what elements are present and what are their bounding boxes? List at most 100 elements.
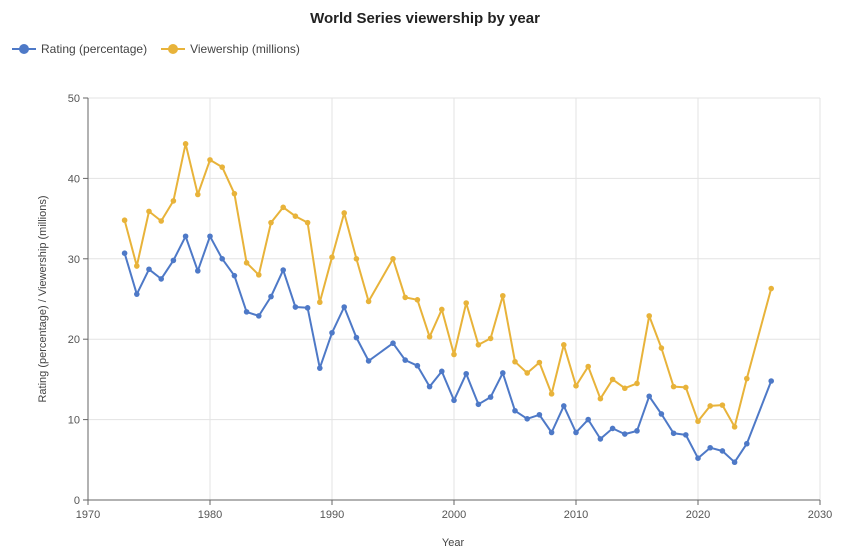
x-tick-label: 1980 (198, 509, 222, 521)
data-point (182, 233, 189, 240)
x-tick-label: 1990 (320, 509, 344, 521)
data-point (536, 411, 543, 418)
data-point (768, 378, 774, 384)
data-point (414, 362, 421, 369)
data-point (158, 218, 164, 224)
chart-legend: Rating (percentage) Viewership (millions… (12, 42, 300, 56)
data-point (268, 219, 274, 226)
data-point (512, 358, 518, 365)
data-point (451, 351, 457, 358)
data-point (231, 272, 238, 279)
data-point (182, 141, 189, 147)
data-point (134, 291, 140, 297)
data-point (304, 305, 311, 311)
data-point (121, 217, 128, 224)
data-point (463, 370, 470, 377)
data-point (439, 368, 445, 375)
data-point (707, 403, 713, 409)
x-tick-label: 2010 (564, 509, 588, 521)
y-tick-label: 10 (68, 415, 80, 427)
data-point (414, 297, 421, 303)
data-point (707, 444, 713, 451)
data-point (695, 455, 701, 461)
data-point (646, 313, 652, 319)
data-point (768, 285, 774, 292)
data-point (268, 293, 274, 300)
data-point (304, 219, 311, 226)
data-point (634, 380, 640, 387)
data-point (512, 407, 518, 414)
y-tick-label: 0 (74, 495, 80, 507)
data-point (365, 358, 372, 364)
data-point (536, 359, 543, 366)
data-point (353, 334, 360, 341)
data-point (231, 190, 238, 197)
data-point (500, 292, 506, 299)
legend-label-rating: Rating (percentage) (41, 42, 148, 56)
y-tick-label: 20 (68, 334, 80, 346)
data-point (634, 428, 640, 434)
data-point (719, 448, 726, 454)
legend-swatch-viewership (161, 43, 186, 55)
data-point (548, 429, 555, 436)
data-point (158, 276, 164, 282)
data-point (292, 304, 299, 310)
data-point (475, 401, 482, 408)
data-point (121, 250, 128, 256)
data-point (341, 304, 348, 310)
data-point (243, 309, 250, 315)
data-point (255, 313, 262, 319)
data-point (585, 416, 591, 423)
y-axis-label: Rating (percentage) / Viewership (millio… (37, 195, 49, 402)
series-line (123, 142, 773, 428)
data-point (317, 299, 323, 306)
data-point (207, 233, 213, 240)
series-layer (121, 141, 774, 466)
data-point (658, 345, 665, 351)
x-tick-label: 2030 (808, 509, 832, 521)
data-point (390, 340, 396, 347)
legend-label-viewership: Viewership (millions) (190, 42, 300, 56)
chart-title: World Series viewership by year (310, 10, 540, 27)
x-tick-label: 1970 (76, 509, 100, 521)
data-point (292, 213, 299, 219)
data-point (500, 370, 506, 376)
data-point (744, 375, 750, 382)
data-point (280, 267, 287, 273)
data-point (573, 429, 579, 436)
data-point (255, 272, 262, 278)
data-point (134, 263, 140, 269)
data-point (451, 397, 457, 404)
data-point (585, 363, 591, 370)
data-point (219, 255, 225, 262)
data-point (670, 430, 677, 437)
data-point (353, 255, 360, 262)
data-point (439, 306, 445, 313)
legend-item-viewership[interactable]: Viewership (millions) (161, 42, 300, 56)
x-axis-label: Year (442, 537, 465, 549)
data-point (426, 383, 433, 390)
data-point (609, 376, 616, 383)
series-line (123, 235, 773, 464)
data-point (195, 191, 201, 198)
data-point (146, 208, 152, 215)
data-point (219, 164, 225, 170)
data-point (731, 459, 738, 466)
data-point (341, 210, 348, 216)
data-point (390, 255, 396, 262)
data-point (561, 403, 567, 409)
data-point (731, 424, 738, 430)
data-point (744, 440, 750, 447)
data-point (683, 432, 689, 438)
legend-item-rating[interactable]: Rating (percentage) (12, 42, 147, 56)
data-point (719, 402, 726, 408)
data-point (195, 268, 201, 274)
data-point (695, 418, 701, 425)
data-point (146, 266, 152, 273)
data-point (280, 204, 287, 211)
x-tick-label: 2000 (442, 509, 466, 521)
data-point (597, 436, 604, 442)
